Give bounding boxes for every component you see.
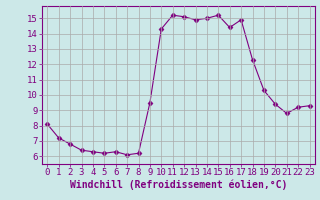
X-axis label: Windchill (Refroidissement éolien,°C): Windchill (Refroidissement éolien,°C) bbox=[70, 180, 287, 190]
